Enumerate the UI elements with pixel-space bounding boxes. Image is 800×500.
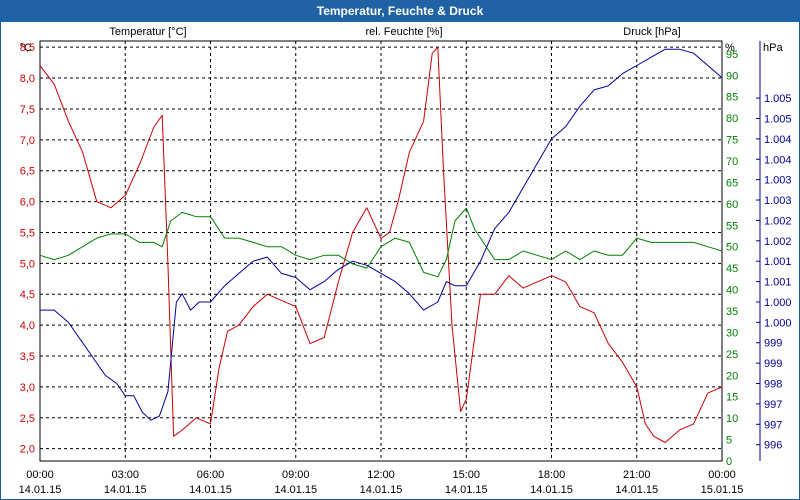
press-tick-label: 997 — [764, 419, 782, 431]
x-tick-date: 14.01.15 — [530, 484, 573, 496]
temp-tick-label: 3,0 — [20, 382, 35, 394]
temp-tick-label: 6,0 — [20, 197, 35, 209]
press-tick-label: 1.004 — [764, 154, 792, 166]
x-tick-time: 06:00 — [197, 469, 225, 481]
temp-tick-label: 7,0 — [20, 135, 35, 147]
temp-tick-label: 5,0 — [20, 258, 35, 270]
temp-tick-label: 2,0 — [20, 444, 35, 456]
temp-tick-label: 6,5 — [20, 166, 35, 178]
hum-tick-label: 30 — [726, 327, 738, 339]
x-tick-time: 00:00 — [26, 469, 54, 481]
temp-tick-label: 7,5 — [20, 104, 35, 116]
hum-tick-label: 10 — [726, 413, 738, 425]
hum-tick-label: 25 — [726, 349, 738, 361]
hum-tick-label: 95 — [726, 49, 738, 61]
x-tick-time: 18:00 — [538, 469, 566, 481]
press-axis: 996 997 997 998 999 999 1.000 1.000 1.001 1.001 1.… — [756, 41, 792, 461]
hum-tick-label: 0 — [726, 456, 732, 468]
hum-tick-label: 75 — [726, 135, 738, 147]
hum-tick-label: 15 — [726, 392, 738, 404]
temp-tick-label: 8,5 — [20, 42, 35, 54]
temp-axis: 2,0 2,5 3,0 3,5 4,0 4,5 5,0 5,5 6,0 6,5 7,0 7,5 8,0 8… — [20, 42, 35, 455]
temp-tick-label: 5,5 — [20, 227, 35, 239]
press-tick-label: 999 — [764, 338, 782, 350]
hum-tick-label: 35 — [726, 306, 738, 318]
hum-tick-label: 90 — [726, 70, 738, 82]
x-tick-date: 14.01.15 — [19, 484, 62, 496]
press-tick-label: 1.004 — [764, 134, 792, 146]
hum-tick-label: 70 — [726, 156, 738, 168]
hum-tick-label: 50 — [726, 242, 738, 254]
temp-tick-label: 2,5 — [20, 413, 35, 425]
humidity-line — [39, 207, 723, 278]
series-group — [39, 46, 723, 443]
press-tick-label: 996 — [764, 440, 782, 452]
hum-axis: 0 5 10 15 20 25 30 35 40 45 50 55 60 65 70 75 80 85 90 95 — [726, 49, 738, 468]
grid — [40, 41, 722, 461]
temp-legend: Temperatur [°C] — [109, 26, 186, 38]
hum-tick-label: 5 — [726, 435, 732, 447]
hum-tick-label: 80 — [726, 113, 738, 125]
press-tick-label: 997 — [764, 399, 782, 411]
press-tick-label: 1.005 — [764, 93, 792, 105]
press-tick-label: 998 — [764, 379, 782, 391]
hum-tick-label: 20 — [726, 370, 738, 382]
chart-title: Temperatur, Feuchte & Druck — [0, 0, 800, 22]
x-axis: 00:00 14.01.15 03:00 14.01.15 06:00 14.01.15 0… — [19, 469, 744, 496]
x-tick-date: 14.01.15 — [189, 484, 232, 496]
press-tick-label: 1.003 — [764, 175, 792, 187]
hum-tick-label: 55 — [726, 220, 738, 232]
press-tick-label: 999 — [764, 358, 782, 370]
press-tick-label: 1.000 — [764, 297, 792, 309]
x-tick-time: 21:00 — [623, 469, 651, 481]
x-tick-date: 14.01.15 — [360, 484, 403, 496]
hum-tick-label: 65 — [726, 177, 738, 189]
press-tick-label: 1.000 — [764, 317, 792, 329]
hum-unit: % — [725, 42, 735, 54]
hum-legend: rel. Feuchte [%] — [365, 26, 442, 38]
x-tick-time: 15:00 — [452, 469, 480, 481]
x-tick-date: 14.01.15 — [274, 484, 317, 496]
temp-tick-label: 4,5 — [20, 289, 35, 301]
x-tick-date: 14.01.15 — [615, 484, 658, 496]
hum-tick-label: 40 — [726, 285, 738, 297]
press-tick-label: 1.002 — [764, 236, 792, 248]
x-tick-date: 14.01.15 — [445, 484, 488, 496]
x-tick-date: 15.01.15 — [701, 484, 744, 496]
x-tick-time: 09:00 — [282, 469, 310, 481]
x-tick-time: 03:00 — [111, 469, 139, 481]
hum-tick-label: 85 — [726, 92, 738, 104]
x-tick-date: 14.01.15 — [104, 484, 147, 496]
press-legend: Druck [hPa] — [623, 26, 680, 38]
temp-tick-label: 3,5 — [20, 351, 35, 363]
press-tick-label: 1.001 — [764, 277, 792, 289]
press-unit: hPa — [763, 42, 783, 54]
press-tick-label: 1.001 — [764, 256, 792, 268]
x-tick-time: 00:00 — [708, 469, 736, 481]
temp-tick-label: 4,0 — [20, 320, 35, 332]
x-tick-time: 12:00 — [367, 469, 395, 481]
temp-tick-label: 8,0 — [20, 73, 35, 85]
press-tick-label: 1.002 — [764, 215, 792, 227]
hum-tick-label: 60 — [726, 199, 738, 211]
temperature-line — [39, 46, 723, 443]
hum-tick-label: 45 — [726, 263, 738, 275]
press-tick-label: 1.003 — [764, 195, 792, 207]
temp-unit: °C — [20, 42, 32, 54]
press-tick-label: 1.005 — [764, 113, 792, 125]
pressure-line — [40, 48, 723, 421]
